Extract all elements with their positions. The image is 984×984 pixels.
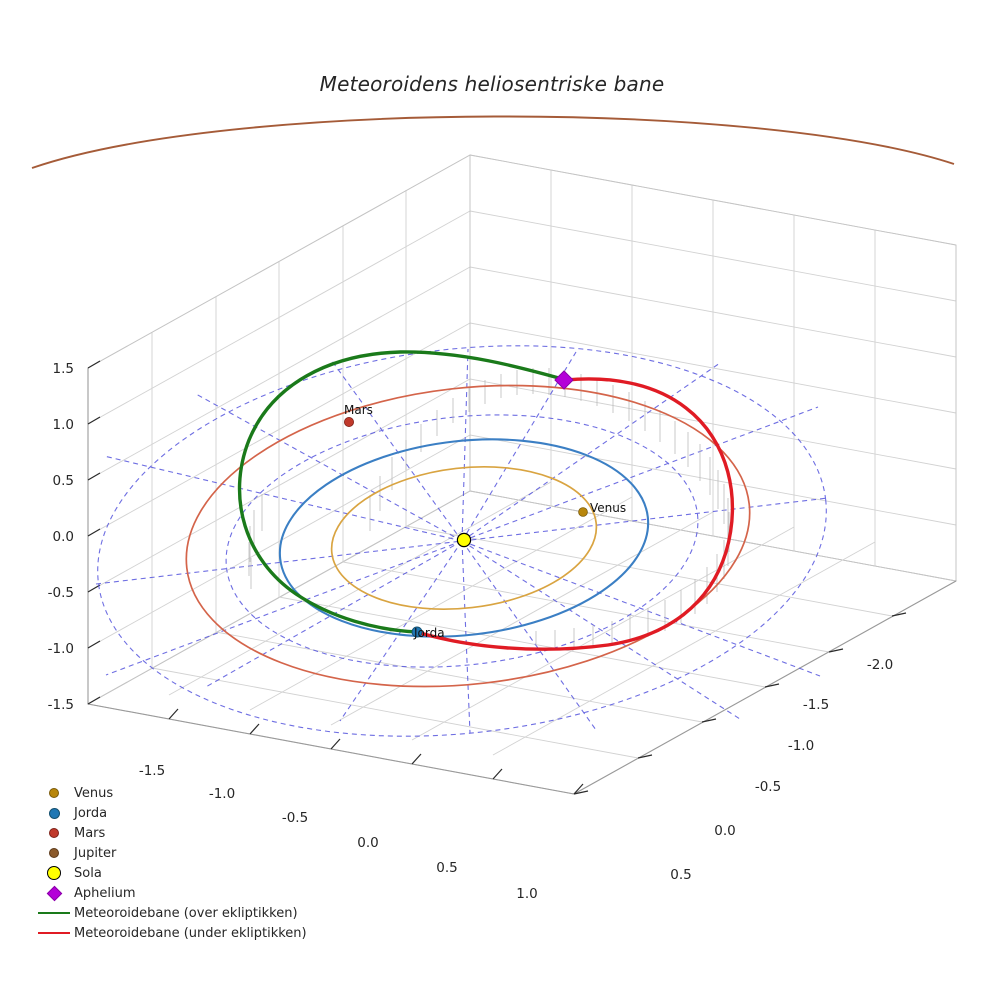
x-tick-label: 1.0 [516,886,537,902]
legend-label: Venus [74,785,114,801]
x-tick-label: 0.5 [436,860,457,876]
body-annotations: Mars Venus Jorda [344,403,626,640]
jupiter-marker-icon [34,843,74,863]
sola-marker-icon [34,863,74,883]
ecliptic-inner-circle [225,414,699,668]
legend-item-mars[interactable]: Mars [34,823,364,843]
marker-jorda [411,626,423,638]
venus-marker-icon [34,783,74,803]
legend-item-venus[interactable]: Venus [34,783,364,803]
legend-label: Aphelium [74,885,136,901]
legend-item-aphelium[interactable]: Aphelium [34,883,364,903]
marker-aphelium [554,370,574,390]
orbit-jorda [278,438,650,638]
orbit-mars [185,384,751,688]
z-tick-label: 1.5 [53,361,74,377]
legend: Venus Jorda Mars Jupiter Sola [34,783,364,943]
legend-label: Jorda [74,805,108,821]
mars-marker-icon [34,823,74,843]
y-tick-label: -1.0 [788,738,814,754]
y-tick-label: 0.5 [670,867,691,883]
marker-venus [578,507,588,517]
z-tick-label: 0.0 [53,529,74,545]
legend-item-jorda[interactable]: Jorda [34,803,364,823]
ecliptic-outer-circle [97,345,827,737]
x-tick-label: -0.5 [282,810,308,826]
legend-label: Meteoroidebane (over ekliptikken) [74,905,298,921]
z-tick-label: 1.0 [53,417,74,433]
z-tick-label: 0.5 [53,473,74,489]
x-axis-tick-labels: -1.5 -1.0 -0.5 0.0 0.5 1.0 [139,763,538,902]
aphelium-marker-icon [34,883,74,903]
meteoroid-orbit-below-ecliptic [415,377,735,651]
orbit-jupiter [31,115,955,169]
y-tick-label: -1.5 [803,697,829,713]
x-tick-label: -1.5 [139,763,165,779]
legend-item-meteoroid-below[interactable]: Meteoroidebane (under ekliptikken) [34,923,364,943]
orbit-venus [330,465,598,611]
legend-label: Meteoroidebane (under ekliptikken) [74,925,307,941]
x-axis-ticks [168,708,584,795]
body-markers [343,370,588,638]
annotation-venus: Venus [590,501,626,515]
y-tick-label: 0.0 [714,823,735,839]
legend-item-jupiter[interactable]: Jupiter [34,843,364,863]
marker-sola [456,532,472,548]
legend-label: Sola [74,865,102,881]
z-axis-tick-labels: 1.5 1.0 0.5 0.0 -0.5 -1.0 -1.5 [48,361,74,713]
legend-item-sola[interactable]: Sola [34,863,364,883]
z-tick-label: -1.5 [48,697,74,713]
annotation-mars: Mars [344,403,373,417]
legend-item-meteoroid-above[interactable]: Meteoroidebane (over ekliptikken) [34,903,364,923]
red-line-icon [34,923,74,943]
meteoroid-orbit-above-ecliptic [237,350,568,634]
x-tick-label: -1.0 [209,786,235,802]
y-axis-ticks [573,612,907,795]
z-axis-ticks [87,360,101,705]
jorda-marker-icon [34,803,74,823]
z-tick-label: -1.0 [48,641,74,657]
y-tick-label: -0.5 [755,779,781,795]
x-tick-label: 0.0 [357,835,378,851]
y-tick-label: -2.0 [867,657,893,673]
annotation-jorda: Jorda [413,626,445,640]
page-title: Meteoroidens heliosentriske bane [319,72,665,96]
legend-label: Jupiter [74,845,117,861]
orbit-droplines [248,368,730,647]
axis-spines [87,368,957,795]
y-axis-tick-labels: -2.0 -1.5 -1.0 -0.5 0.0 0.5 [670,657,893,883]
z-tick-label: -0.5 [48,585,74,601]
green-line-icon [34,903,74,923]
marker-mars [343,416,354,427]
legend-label: Mars [74,825,106,841]
